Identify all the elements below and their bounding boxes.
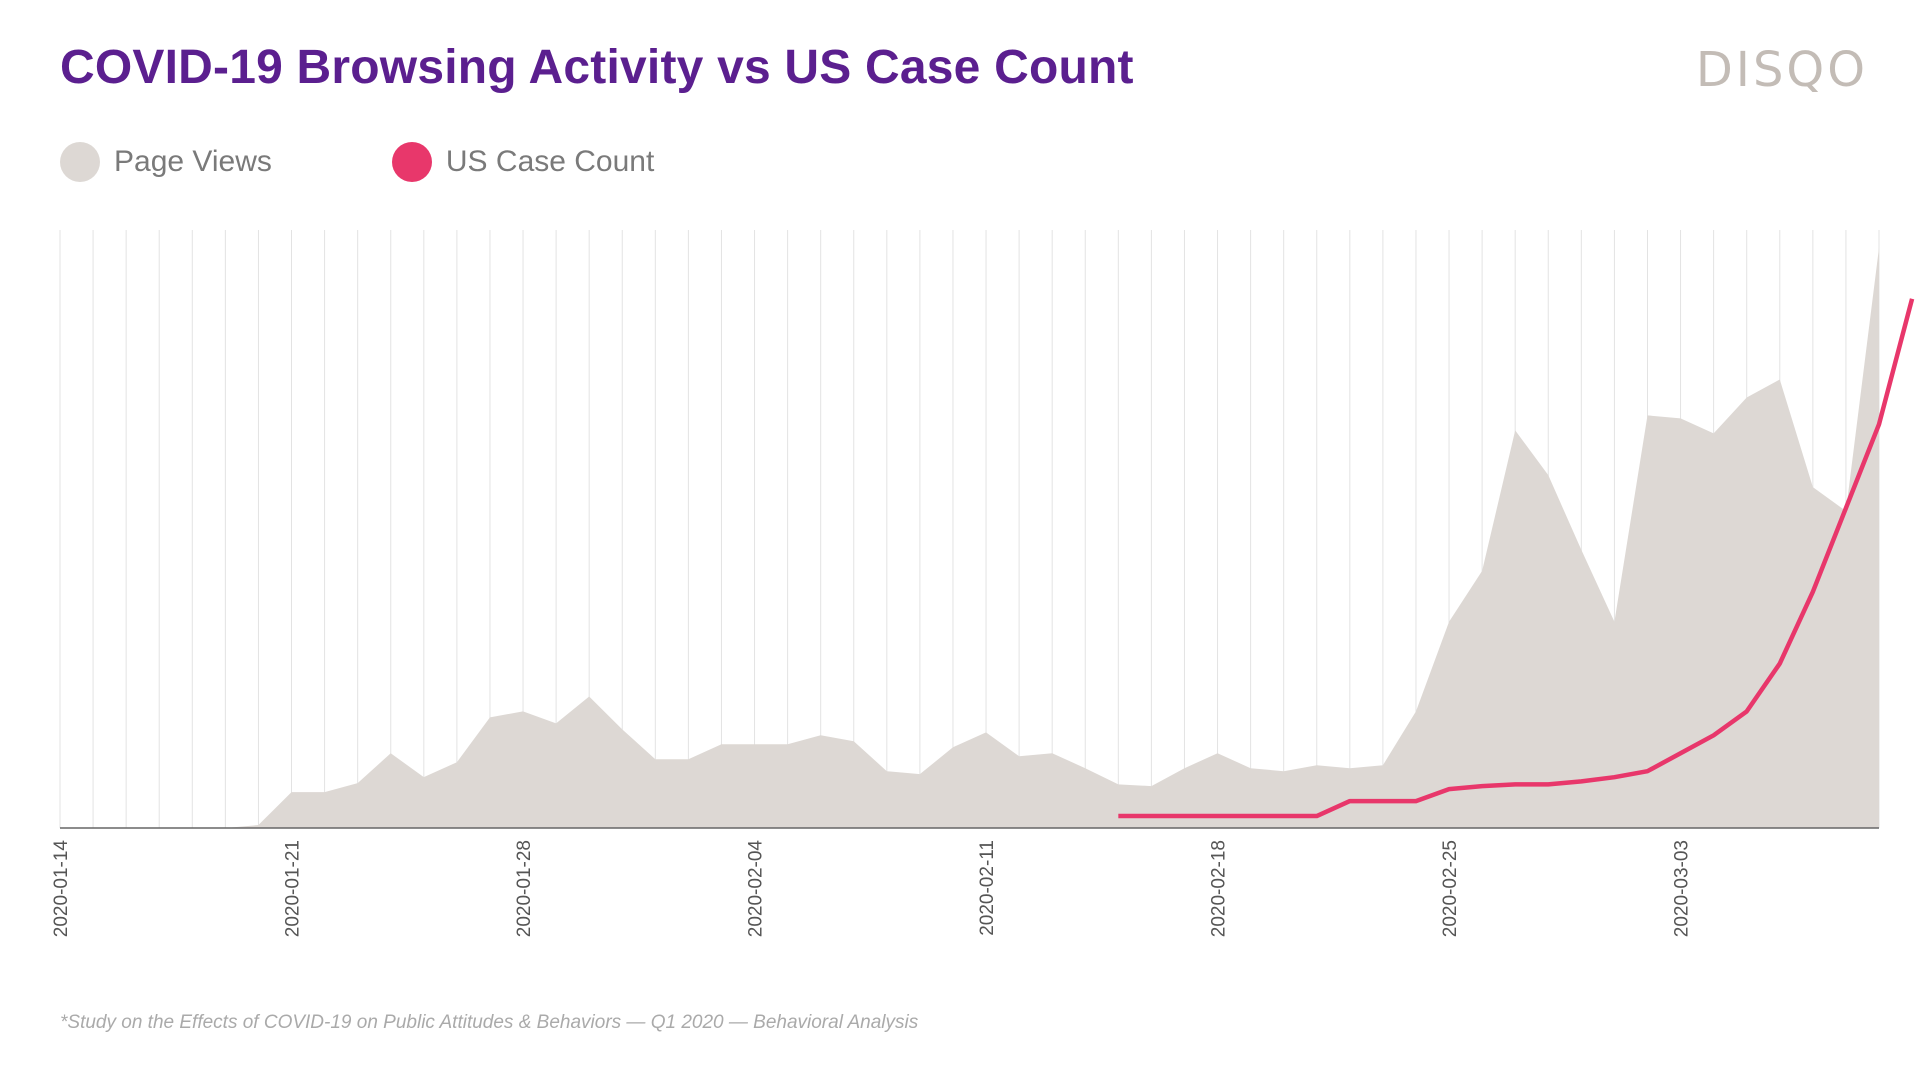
x-tick-label: 2020-02-25 bbox=[1440, 840, 1461, 937]
x-tick-label: 2020-01-14 bbox=[51, 840, 72, 938]
legend-swatch-page-views bbox=[60, 142, 100, 182]
x-tick-label: 2020-03-03 bbox=[1672, 840, 1693, 937]
brand-logo: DISQO bbox=[1695, 42, 1868, 98]
legend-label-us-case-count: US Case Count bbox=[445, 145, 655, 178]
legend-label-page-views: Page Views bbox=[114, 145, 272, 178]
footnote: *Study on the Effects of COVID-19 on Pub… bbox=[60, 1012, 919, 1033]
legend-item-page-views: Page Views bbox=[60, 142, 272, 182]
x-tick-label: 2020-02-11 bbox=[977, 840, 998, 936]
legend: Page Views US Case Count bbox=[60, 140, 774, 184]
legend-swatch-us-case-count bbox=[391, 142, 432, 182]
us-case-count-line bbox=[1118, 298, 1915, 819]
x-tick-label: 2020-01-28 bbox=[514, 840, 535, 937]
x-tick-label: 2020-02-18 bbox=[1209, 840, 1230, 937]
chart-title: COVID-19 Browsing Activity vs US Case Co… bbox=[60, 41, 1134, 94]
x-tick-label: 2020-02-04 bbox=[746, 840, 767, 938]
page-views-area bbox=[60, 247, 1879, 828]
legend-item-us-case-count: US Case Count bbox=[391, 142, 655, 182]
chart-svg: 2020-01-14 2020-01-21 2020-01-28 2020-02-04… bbox=[51, 230, 1915, 938]
x-tick-label: 2020-01-21 bbox=[283, 840, 304, 937]
